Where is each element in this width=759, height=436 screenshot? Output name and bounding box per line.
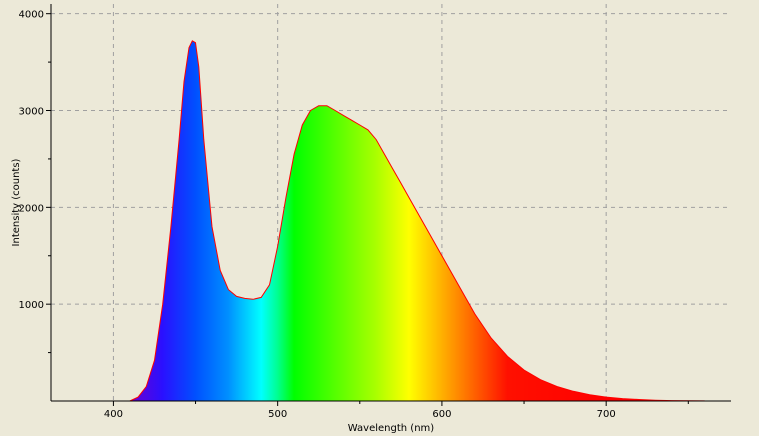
y-tick-label: 1000 — [19, 300, 44, 311]
x-tick-label: 700 — [597, 409, 616, 420]
spectrum-area — [129, 40, 705, 402]
x-tick-label: 500 — [268, 409, 287, 420]
x-axis-title: Wavelength (nm) — [348, 423, 434, 434]
x-tick-label: 600 — [432, 409, 451, 420]
spectrum-outline — [129, 40, 705, 402]
y-tick-label: 3000 — [19, 107, 44, 118]
y-axis-title: Intensity (counts) — [11, 158, 22, 246]
axes — [46, 4, 731, 406]
y-tick-label: 2000 — [19, 203, 44, 214]
x-tick-label: 400 — [104, 409, 123, 420]
y-tick-label: 4000 — [19, 10, 44, 21]
tick-labels: 400 500 600 700 1000 2000 3000 4000 — [19, 10, 616, 420]
